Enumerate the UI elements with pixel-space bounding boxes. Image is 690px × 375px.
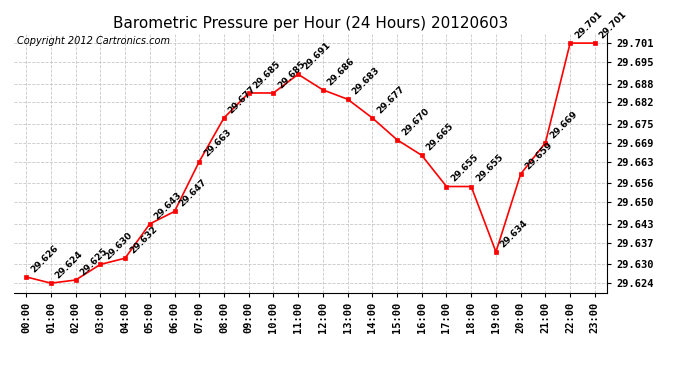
Text: 29.669: 29.669 [548,109,579,140]
Text: 29.634: 29.634 [499,218,530,249]
Text: 29.632: 29.632 [128,225,159,255]
Text: 29.691: 29.691 [301,40,332,72]
Text: 29.677: 29.677 [227,84,258,115]
Text: 29.685: 29.685 [276,59,307,90]
Text: 29.701: 29.701 [573,9,604,40]
Text: 29.647: 29.647 [177,177,208,209]
Text: 29.686: 29.686 [326,56,357,87]
Text: 29.685: 29.685 [251,59,282,90]
Text: 29.659: 29.659 [524,140,555,171]
Text: 29.665: 29.665 [424,122,455,153]
Text: 29.655: 29.655 [474,153,505,184]
Text: 29.670: 29.670 [400,106,431,137]
Text: 29.624: 29.624 [54,249,85,280]
Text: 29.677: 29.677 [375,84,406,115]
Text: 29.643: 29.643 [152,190,184,221]
Text: 29.625: 29.625 [79,246,109,277]
Title: Barometric Pressure per Hour (24 Hours) 20120603: Barometric Pressure per Hour (24 Hours) … [113,16,508,31]
Text: Copyright 2012 Cartronics.com: Copyright 2012 Cartronics.com [17,36,170,46]
Text: 29.663: 29.663 [202,128,233,159]
Text: 29.630: 29.630 [103,231,134,262]
Text: 29.626: 29.626 [29,243,60,274]
Text: 29.683: 29.683 [351,66,382,96]
Text: 29.701: 29.701 [598,9,629,40]
Text: 29.655: 29.655 [449,153,480,184]
